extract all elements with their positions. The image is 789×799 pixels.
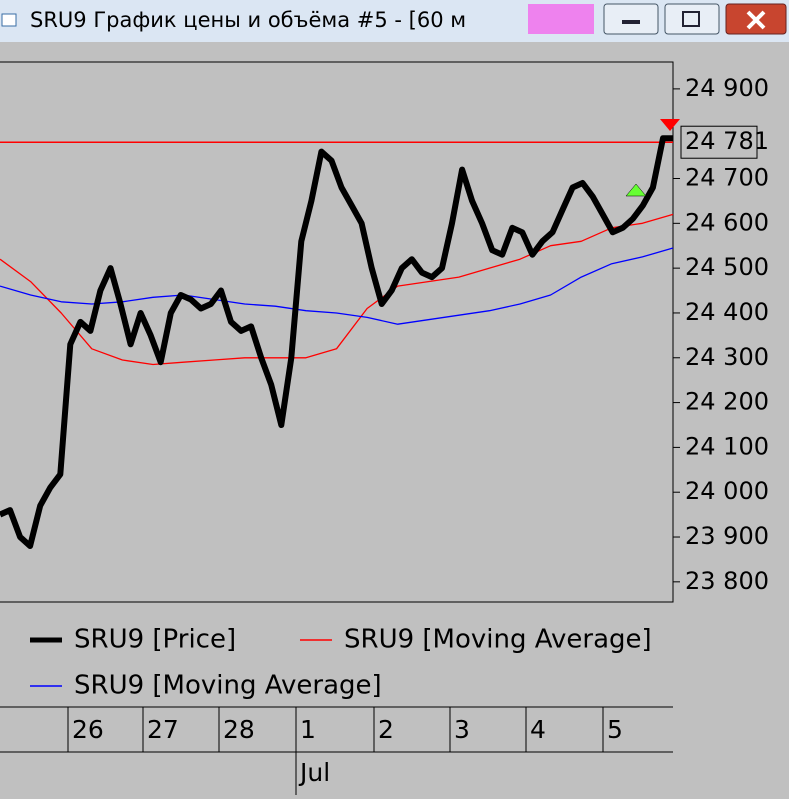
series-line: [0, 135, 673, 549]
app-icon: [1, 13, 17, 27]
legend-label: SRU9 [Price]: [74, 625, 236, 655]
series-line: [0, 213, 674, 366]
y-tick-label: 24 700: [685, 164, 769, 192]
x-tick-label: 1: [300, 715, 316, 744]
y-tick-label: 24 300: [685, 343, 769, 371]
maximize-icon: [682, 11, 700, 27]
y-tick-label: 24 200: [685, 388, 769, 416]
window-title: SRU9 График цены и объёма #5 - [60 м: [30, 8, 466, 32]
y-tick-label: 24 500: [685, 253, 769, 281]
y-tick-label: 23 800: [685, 567, 769, 595]
month-label: Jul: [298, 758, 330, 787]
buy-signal: [625, 183, 647, 197]
y-tick-label: 24 100: [685, 432, 769, 460]
series-line: [0, 247, 674, 325]
minimize-button[interactable]: [603, 3, 659, 35]
last-price-label: 24 781: [685, 127, 769, 155]
y-tick-label: 24 400: [685, 298, 769, 326]
plot-frame: [0, 61, 674, 603]
sell-signal: [660, 119, 680, 131]
x-tick-label: 2: [378, 715, 394, 744]
y-tick-label: 23 900: [685, 522, 769, 550]
legend-label: SRU9 [Moving Average]: [344, 625, 652, 655]
x-tick-label: 3: [454, 715, 470, 744]
x-tick-label: 5: [607, 715, 623, 744]
x-tick-label: 27: [147, 715, 179, 744]
y-tick-label: 24 600: [685, 208, 769, 236]
close-icon: [746, 10, 766, 30]
x-tick-label: 4: [530, 715, 546, 744]
link-button[interactable]: [528, 4, 594, 34]
last-price-box: [680, 125, 758, 159]
y-tick-label: 24 000: [685, 477, 769, 505]
x-tick-label: 26: [72, 715, 104, 744]
x-tick-label: 28: [223, 715, 255, 744]
legend-label: SRU9 [Moving Average]: [74, 671, 382, 701]
minimize-icon: [622, 20, 640, 24]
maximize-button[interactable]: [664, 3, 720, 35]
y-tick-label: 24 900: [685, 74, 769, 102]
